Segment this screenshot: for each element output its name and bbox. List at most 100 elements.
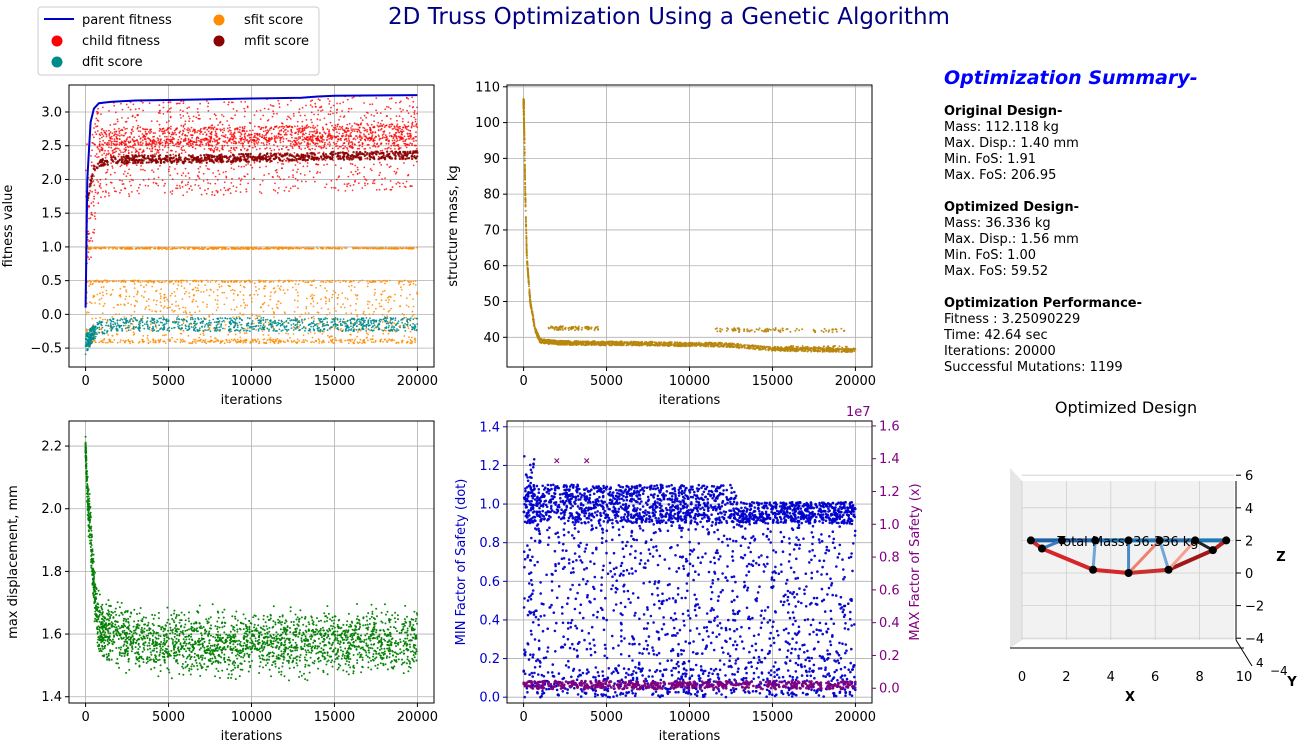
child-fitness-point (306, 136, 309, 139)
sfit-score-point (188, 296, 191, 298)
child-fitness-point (164, 182, 166, 185)
sfit-score-point (182, 246, 185, 249)
child-fitness-point (223, 127, 225, 130)
child-fitness-point (139, 126, 142, 129)
child-fitness-point (367, 112, 369, 114)
child-fitness-point (281, 163, 283, 165)
sfit-score-point (203, 341, 206, 343)
child-fitness-point (329, 113, 332, 116)
child-fitness-point (246, 134, 249, 137)
sfit-score-point (137, 280, 140, 283)
child-fitness-point (304, 147, 306, 150)
child-fitness-point (370, 123, 373, 126)
child-fitness-point (398, 101, 401, 104)
sfit-score-point (319, 247, 322, 249)
sfit-score-point (317, 247, 319, 250)
child-fitness-point (276, 161, 279, 164)
sfit-score-point (272, 287, 275, 290)
dfit-score-point (294, 324, 297, 327)
dfit-score-point (208, 319, 211, 322)
child-fitness-point (268, 129, 271, 131)
sfit-score-point (215, 279, 218, 282)
sfit-score-point (183, 292, 186, 295)
child-fitness-point (175, 163, 178, 166)
child-fitness-point (158, 104, 161, 106)
dfit-score-point (127, 324, 130, 327)
child-fitness-point (178, 145, 180, 148)
child-fitness-point (238, 129, 241, 131)
child-fitness-point (198, 177, 201, 180)
dfit-score-point (391, 318, 394, 321)
child-fitness-point (384, 148, 387, 150)
child-fitness-point (223, 135, 226, 138)
child-fitness-point (124, 150, 126, 153)
child-fitness-point (119, 191, 121, 194)
sfit-score-point (304, 312, 307, 314)
sfit-score-point (412, 282, 415, 285)
child-fitness-point (403, 135, 406, 138)
child-fitness-point (157, 176, 160, 179)
child-fitness-point (350, 107, 353, 110)
child-fitness-point (232, 148, 235, 151)
child-fitness-point (164, 135, 166, 138)
child-fitness-point (117, 155, 120, 158)
sfit-score-point (369, 338, 372, 341)
child-fitness-point (93, 136, 95, 139)
sfit-score-point (242, 298, 245, 301)
sfit-score-point (296, 300, 299, 302)
dfit-score-point (352, 326, 354, 329)
sfit-score-point (171, 309, 174, 311)
child-fitness-point (415, 125, 417, 127)
child-fitness-point (324, 141, 326, 144)
child-fitness-point (187, 131, 190, 134)
sfit-score-point (377, 247, 380, 250)
child-fitness-point (297, 187, 299, 190)
child-fitness-point (209, 144, 212, 147)
sfit-score-point (398, 280, 401, 283)
sfit-score-point (215, 337, 217, 340)
child-fitness-point (280, 137, 283, 139)
sfit-score-point (236, 293, 239, 296)
child-fitness-point (410, 115, 413, 118)
sfit-score-point (175, 247, 178, 250)
dfit-score-point (132, 325, 135, 328)
child-fitness-point (93, 195, 95, 198)
child-fitness-point (108, 129, 110, 132)
child-fitness-point (376, 112, 379, 114)
child-fitness-point (386, 115, 389, 117)
child-fitness-point (376, 143, 378, 146)
child-fitness-point (153, 153, 156, 156)
child-fitness-point (247, 142, 250, 145)
child-fitness-point (372, 140, 375, 143)
dfit-score-point (264, 321, 267, 323)
child-fitness-point (412, 137, 415, 139)
child-fitness-point (274, 190, 277, 192)
child-fitness-point (186, 191, 188, 193)
child-fitness-point (164, 132, 166, 135)
child-fitness-point (149, 128, 151, 131)
sfit-score-point (316, 302, 319, 305)
child-fitness-point (242, 146, 244, 148)
dfit-score-point (146, 317, 149, 319)
child-fitness-point (121, 183, 124, 186)
dfit-score-point (222, 319, 225, 322)
child-fitness-point (351, 163, 354, 166)
child-fitness-point (317, 113, 320, 116)
sfit-score-point (416, 246, 418, 249)
child-fitness-point (127, 117, 129, 119)
sfit-score-point (207, 340, 209, 343)
child-fitness-point (297, 168, 299, 171)
child-fitness-point (111, 152, 114, 155)
sfit-score-point (197, 289, 200, 292)
child-fitness-point (205, 100, 208, 102)
sfit-score-point (250, 297, 253, 300)
sfit-score-point (359, 338, 362, 341)
child-fitness-point (172, 133, 175, 136)
child-fitness-point (260, 128, 263, 130)
child-fitness-point (184, 151, 187, 154)
sfit-score-point (123, 316, 126, 318)
child-fitness-point (412, 140, 415, 143)
child-fitness-point (294, 185, 296, 188)
sfit-score-point (234, 248, 237, 251)
